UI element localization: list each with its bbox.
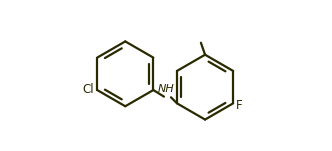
Text: Cl: Cl (82, 83, 94, 96)
Text: F: F (236, 98, 243, 111)
Text: NH: NH (157, 84, 174, 94)
